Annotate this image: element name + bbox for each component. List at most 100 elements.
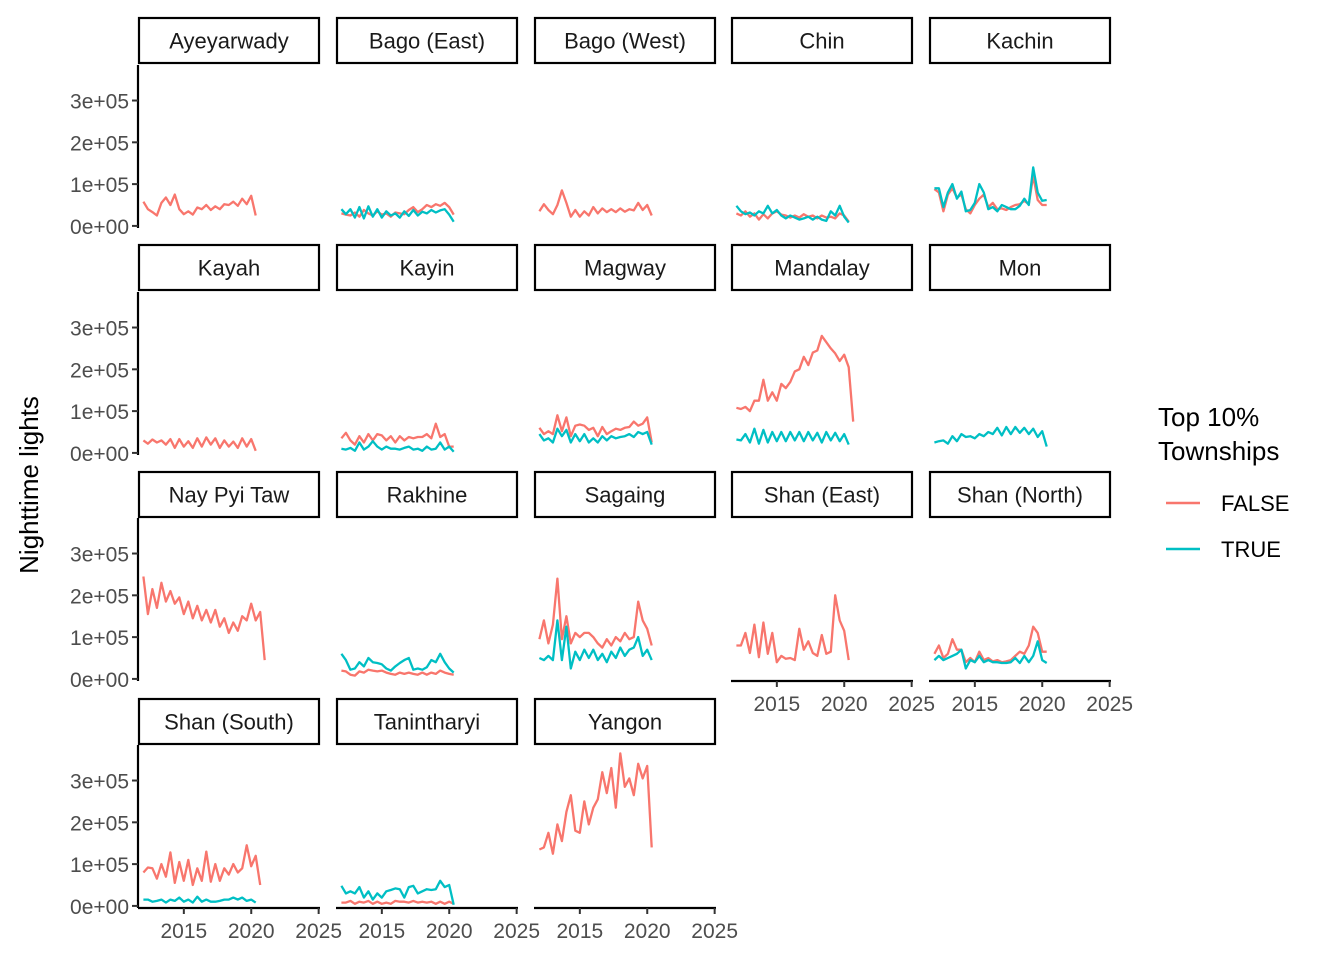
series-line-false [341,201,455,218]
legend-title: Townships [1158,436,1279,466]
strip-label: Bago (West) [564,29,686,54]
series-line-false [538,577,653,649]
panel-tanintharyi: Tanintharyi 2015 2020 2025 [335,697,540,943]
x-tick-label: 2015 [951,693,998,716]
series-line-true [736,427,850,446]
panel-rakhine: Rakhine [335,470,519,677]
strip-label: Sagaing [585,483,666,508]
strip-box [137,16,321,65]
strip-box [928,243,1112,292]
strip-label: Ayeyarwady [169,29,288,54]
strip-box [928,16,1112,65]
strip-box [730,470,914,519]
strip-box [533,16,717,65]
y-tick-label: 1e+05 [70,627,129,650]
strip-label: Magway [584,256,666,281]
legend-title: Top 10% [1158,402,1259,432]
x-tick-label: 2020 [821,693,868,716]
strip-label: Tanintharyi [374,710,480,735]
series-line-false [933,625,1047,664]
y-tick-label: 2e+05 [70,132,129,155]
y-tick-label: 0e+00 [70,896,129,919]
y-axis-title: Nighttime lights [14,396,44,574]
strip-label: Kayah [198,256,260,281]
series-line-false [341,668,454,677]
panel-shan-south: Shan (South) 0e+00 1e+05 2e+05 3e+05 2015 2020… [70,697,342,943]
y-tick-label: 0e+00 [70,669,129,692]
strip-box [533,697,717,746]
series-line-true [538,427,653,445]
series-line-true [340,205,455,223]
y-tick-label: 3e+05 [70,318,129,341]
y-tick-label: 3e+05 [70,544,129,567]
series-line-true [934,425,1048,447]
y-tick-label: 0e+00 [70,216,129,239]
x-tick-label: 2015 [160,920,207,943]
x-tick-label: 2025 [691,920,738,943]
y-tick-label: 1e+05 [70,854,129,877]
strip-label: Bago (East) [369,29,485,54]
strip-label: Shan (North) [957,483,1083,508]
y-tick-label: 1e+05 [70,174,129,197]
strip-label: Kayin [399,256,454,281]
panel-kayah: Kayah 0e+00 1e+05 2e+05 3e+05 [70,243,321,466]
series-line-true [933,640,1048,670]
y-tick-label: 1e+05 [70,401,129,424]
series-line-false [142,576,266,661]
x-tick-label: 2015 [753,693,800,716]
panel-kachin: Kachin [928,16,1112,215]
strip-label: Mon [999,256,1042,281]
x-tick-label: 2015 [556,920,603,943]
series-line-true [341,440,455,453]
strip-label: Mandalay [774,256,869,281]
strip-box [137,470,321,519]
panel-shan-north: Shan (North) 2015 2020 2025 [928,470,1133,716]
panel-nay-pyi-taw: Nay Pyi Taw 0e+00 1e+05 2e+05 3e+05 [70,470,321,692]
series-line-false [340,422,454,448]
panel-mandalay: Mandalay [730,243,914,446]
y-tick-label: 3e+05 [70,91,129,114]
x-tick-label: 2020 [1019,693,1066,716]
series-line-false [736,334,855,422]
strip-box [533,470,717,519]
strip-label: Shan (East) [764,483,880,508]
x-tick-label: 2025 [1086,693,1133,716]
strip-box [335,470,519,519]
series-line-true [538,619,653,670]
strip-label: Rakhine [387,483,468,508]
x-tick-label: 2020 [426,920,473,943]
series-line-false [538,414,653,443]
strip-box [137,697,321,746]
legend: Top 10% Townships FALSE TRUE [1158,402,1289,562]
facet-panels: Ayeyarwady 0e+00 1e+05 2e+05 3e+05 Bago (East… [70,16,1133,943]
y-tick-label: 2e+05 [70,812,129,835]
x-tick-label: 2020 [624,920,671,943]
y-tick-label: 3e+05 [70,771,129,794]
panel-ayeyarwady: Ayeyarwady 0e+00 1e+05 2e+05 3e+05 [70,16,321,239]
strip-box [730,16,914,65]
series-line-false [538,189,653,218]
panel-magway: Magway [533,243,717,445]
x-tick-label: 2025 [295,920,342,943]
series-line-false [341,899,455,905]
strip-label: Nay Pyi Taw [169,483,290,508]
series-line-false [736,594,850,664]
strip-box [730,243,914,292]
series-line-true [340,652,455,674]
series-line-true [934,166,1047,213]
series-line-true [143,895,257,904]
y-tick-label: 2e+05 [70,359,129,382]
legend-label-true: TRUE [1221,537,1281,562]
panel-mon: Mon [928,243,1112,447]
strip-box [533,243,717,292]
strip-box [928,470,1112,519]
strip-label: Kachin [986,29,1053,54]
panel-chin: Chin [730,16,914,224]
x-tick-label: 2025 [493,920,540,943]
series-line-false [142,193,257,217]
y-tick-label: 2e+05 [70,585,129,608]
strip-label: Yangon [588,710,662,735]
series-line-false [538,752,653,855]
strip-box [335,243,519,292]
